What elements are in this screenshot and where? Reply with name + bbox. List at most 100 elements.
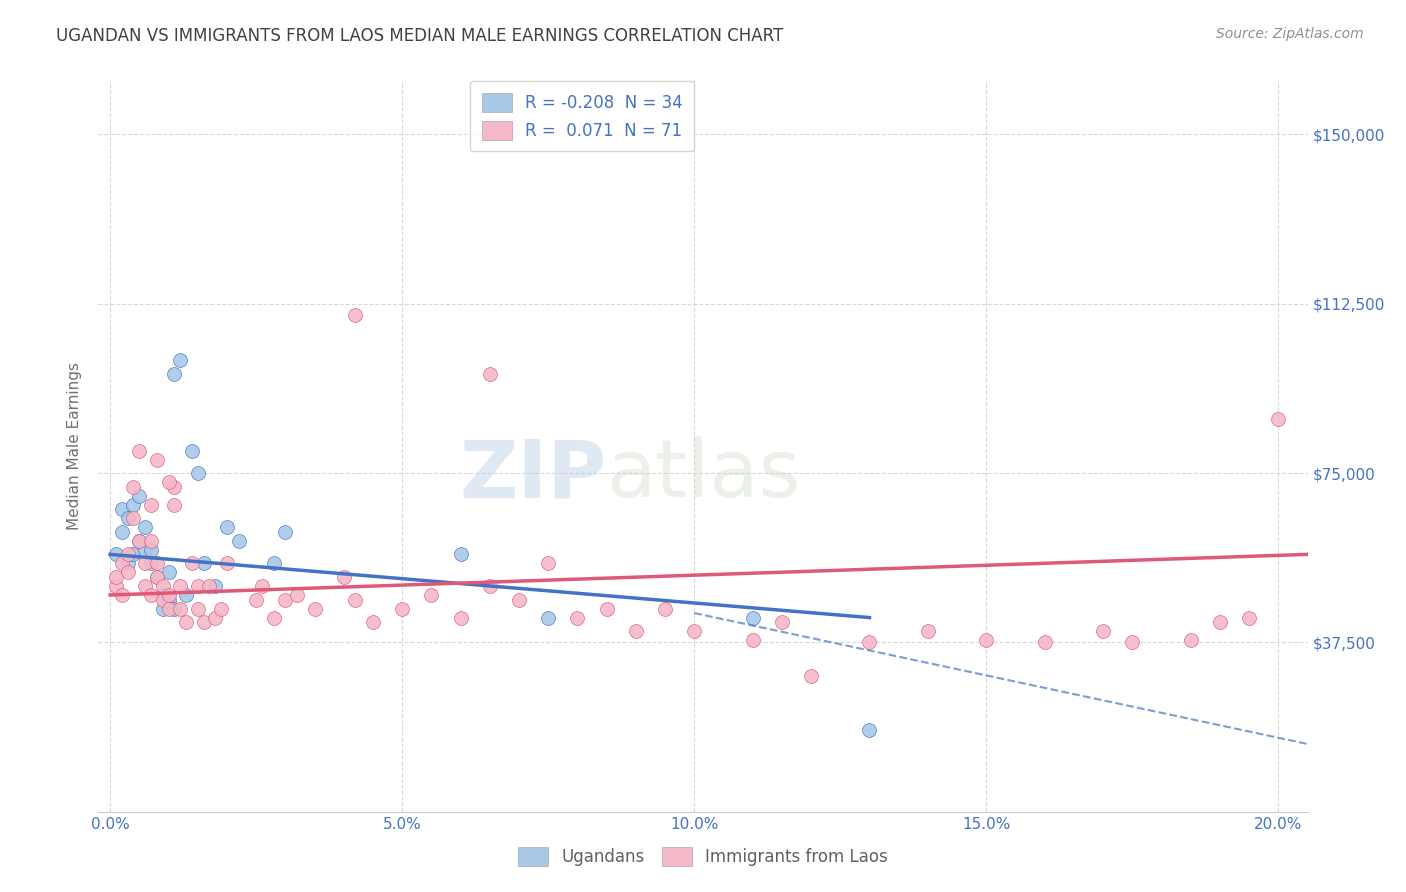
Point [122, 498, 145, 512]
Point [595, 601, 617, 615]
Legend: Ugandans, Immigrants from Laos: Ugandans, Immigrants from Laos [510, 838, 896, 875]
Point [180, 443, 202, 458]
Point [122, 511, 145, 525]
Point [139, 588, 162, 602]
Point [146, 452, 169, 467]
Point [1092, 624, 1115, 639]
Point [198, 579, 221, 593]
Point [228, 533, 250, 548]
Point [193, 615, 215, 629]
Point [917, 624, 939, 639]
Y-axis label: Median Male Earnings: Median Male Earnings [67, 362, 83, 530]
Point [858, 723, 880, 738]
Point [128, 533, 150, 548]
Point [152, 592, 174, 607]
Point [157, 601, 180, 615]
Point [128, 443, 150, 458]
Point [157, 566, 180, 580]
Point [215, 520, 238, 534]
Point [163, 480, 186, 494]
Point [169, 601, 191, 615]
Point [344, 308, 367, 322]
Text: UGANDAN VS IMMIGRANTS FROM LAOS MEDIAN MALE EARNINGS CORRELATION CHART: UGANDAN VS IMMIGRANTS FROM LAOS MEDIAN M… [56, 27, 783, 45]
Point [537, 610, 560, 624]
Text: Source: ZipAtlas.com: Source: ZipAtlas.com [1216, 27, 1364, 41]
Point [187, 466, 209, 480]
Point [104, 579, 127, 593]
Point [134, 542, 156, 557]
Point [122, 480, 145, 494]
Point [741, 633, 763, 648]
Point [187, 579, 209, 593]
Point [117, 557, 139, 571]
Point [180, 557, 202, 571]
Point [128, 489, 150, 503]
Point [263, 557, 285, 571]
Point [152, 579, 174, 593]
Point [134, 557, 156, 571]
Point [344, 592, 367, 607]
Point [263, 610, 285, 624]
Point [163, 601, 186, 615]
Point [187, 601, 209, 615]
Point [361, 615, 384, 629]
Point [163, 498, 186, 512]
Point [209, 601, 232, 615]
Point [117, 566, 139, 580]
Point [146, 570, 169, 584]
Point [104, 547, 127, 561]
Point [134, 579, 156, 593]
Point [139, 542, 162, 557]
Point [134, 520, 156, 534]
Point [204, 610, 226, 624]
Point [654, 601, 676, 615]
Point [193, 557, 215, 571]
Point [332, 570, 354, 584]
Point [391, 601, 413, 615]
Point [1267, 412, 1289, 426]
Point [274, 524, 297, 539]
Point [567, 610, 589, 624]
Point [111, 588, 134, 602]
Legend: R = -0.208  N = 34, R =  0.071  N = 71: R = -0.208 N = 34, R = 0.071 N = 71 [470, 81, 695, 152]
Point [741, 610, 763, 624]
Point [250, 579, 273, 593]
Point [174, 588, 197, 602]
Text: atlas: atlas [606, 436, 800, 515]
Point [304, 601, 326, 615]
Point [478, 579, 501, 593]
Point [204, 579, 226, 593]
Point [1209, 615, 1232, 629]
Point [1237, 610, 1260, 624]
Point [152, 601, 174, 615]
Point [508, 592, 530, 607]
Point [274, 592, 297, 607]
Point [624, 624, 647, 639]
Text: ZIP: ZIP [458, 436, 606, 515]
Point [420, 588, 443, 602]
Point [169, 353, 191, 368]
Point [122, 547, 145, 561]
Point [128, 533, 150, 548]
Point [104, 570, 127, 584]
Point [157, 475, 180, 489]
Point [169, 579, 191, 593]
Point [245, 592, 267, 607]
Point [858, 635, 880, 649]
Point [974, 633, 997, 648]
Point [146, 570, 169, 584]
Point [478, 367, 501, 381]
Point [1121, 635, 1143, 649]
Point [537, 557, 560, 571]
Point [1180, 633, 1202, 648]
Point [139, 498, 162, 512]
Point [111, 557, 134, 571]
Point [152, 588, 174, 602]
Point [117, 547, 139, 561]
Point [163, 367, 186, 381]
Point [285, 588, 308, 602]
Point [117, 511, 139, 525]
Point [683, 624, 706, 639]
Point [800, 669, 823, 683]
Point [157, 592, 180, 607]
